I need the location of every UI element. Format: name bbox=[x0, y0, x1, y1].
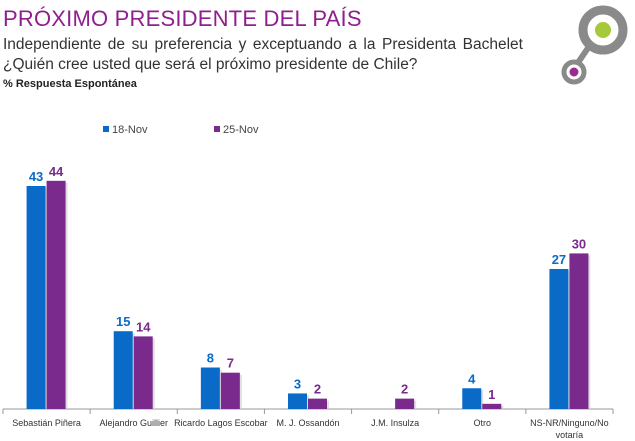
bar-25-Nov bbox=[220, 372, 240, 409]
data-label: 43 bbox=[29, 169, 43, 184]
data-label: 2 bbox=[314, 382, 321, 397]
x-tick-label: Otro bbox=[474, 418, 492, 428]
bar-18-Nov bbox=[288, 393, 307, 409]
subtitle-1: Independiente de su preferencia y except… bbox=[3, 36, 523, 53]
legend-label: 25-Nov bbox=[223, 124, 259, 136]
x-tick-label: M. J. Ossandón bbox=[276, 418, 339, 428]
data-label: 30 bbox=[572, 236, 586, 251]
logo bbox=[561, 5, 628, 85]
bar-18-Nov bbox=[549, 268, 569, 409]
x-tick-label: Alejandro Guillier bbox=[99, 418, 168, 428]
legend-swatch bbox=[214, 126, 220, 132]
data-label: 3 bbox=[294, 376, 301, 391]
x-tick-label: votaría bbox=[556, 430, 584, 440]
bar-18-Nov bbox=[113, 331, 133, 409]
x-tick-label: Ricardo Lagos Escobar bbox=[174, 418, 268, 428]
logo-dot-green bbox=[595, 22, 611, 38]
note: % Respuesta Espontánea bbox=[3, 78, 137, 90]
data-label: 14 bbox=[136, 319, 151, 334]
bar-18-Nov bbox=[200, 367, 220, 409]
data-label: 27 bbox=[552, 252, 566, 267]
x-tick-label: J.M. Insulza bbox=[371, 418, 419, 428]
x-tick-label: NS-NR/Ninguno/No bbox=[530, 418, 609, 428]
bar-25-Nov bbox=[308, 398, 327, 409]
x-tick-label: Sebastián Piñera bbox=[12, 418, 81, 428]
legend-swatch bbox=[103, 126, 109, 132]
bar-25-Nov bbox=[482, 403, 502, 409]
bar-18-Nov bbox=[462, 388, 482, 409]
bar-25-Nov bbox=[133, 336, 153, 409]
data-label: 1 bbox=[488, 387, 495, 402]
data-label: 2 bbox=[401, 382, 408, 397]
page-title: PRÓXIMO PRESIDENTE DEL PAÍS bbox=[3, 6, 362, 31]
data-label: 44 bbox=[49, 164, 64, 179]
bar-25-Nov bbox=[46, 180, 66, 409]
logo-dot-purple bbox=[569, 67, 579, 77]
data-label: 15 bbox=[116, 314, 130, 329]
data-label: 7 bbox=[227, 356, 234, 371]
bar-25-Nov bbox=[395, 398, 415, 409]
data-label: 8 bbox=[207, 351, 214, 366]
legend-label: 18-Nov bbox=[112, 124, 148, 136]
bar-25-Nov bbox=[569, 253, 589, 409]
bar-18-Nov bbox=[26, 186, 46, 409]
data-label: 4 bbox=[468, 371, 476, 386]
subtitle-2: ¿Quién cree usted que será el próximo pr… bbox=[3, 56, 418, 73]
